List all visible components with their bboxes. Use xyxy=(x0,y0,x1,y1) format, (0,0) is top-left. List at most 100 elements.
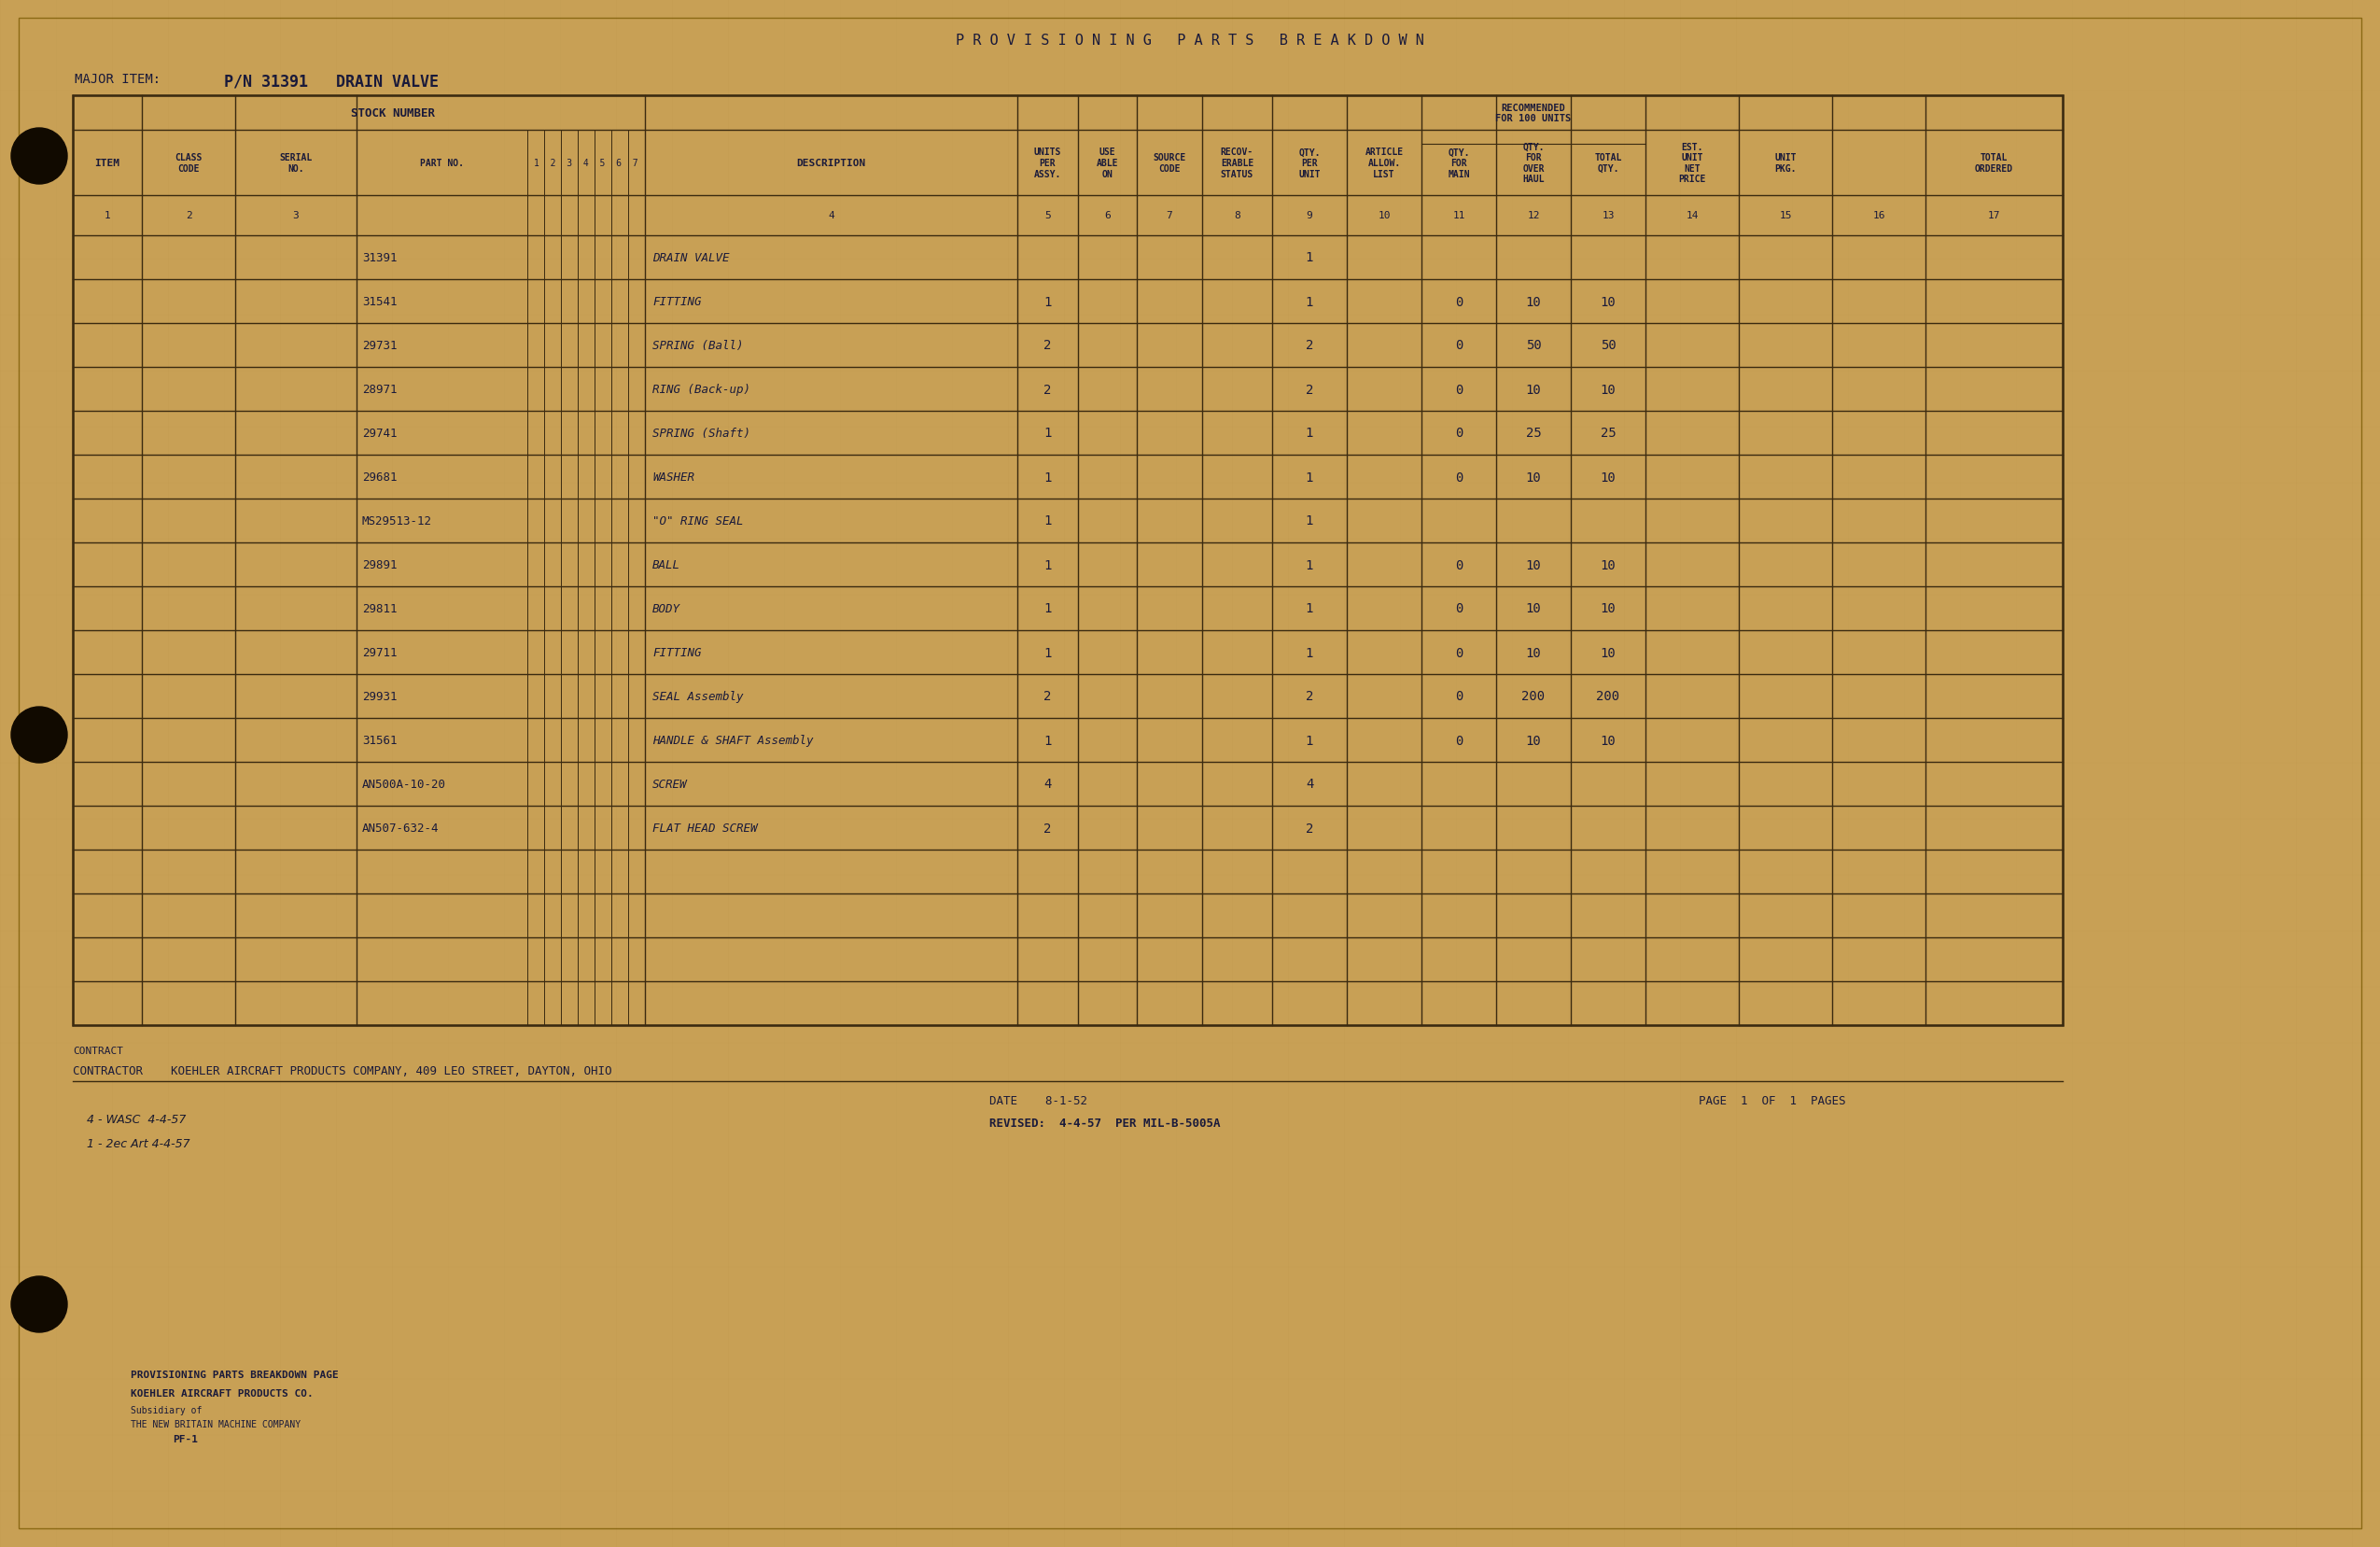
Text: 2: 2 xyxy=(1045,690,1052,702)
Text: 0: 0 xyxy=(1454,384,1464,396)
Text: AN500A-10-20: AN500A-10-20 xyxy=(362,778,445,791)
Text: 1 - 2ec Art 4-4-57: 1 - 2ec Art 4-4-57 xyxy=(86,1137,190,1149)
Text: FITTING: FITTING xyxy=(652,295,702,308)
Text: BALL: BALL xyxy=(652,558,681,571)
Text: BODY: BODY xyxy=(652,603,681,614)
Text: 1: 1 xyxy=(1307,427,1314,439)
Text: 31391: 31391 xyxy=(362,252,397,265)
Text: CONTRACTOR    KOEHLER AIRCRAFT PRODUCTS COMPANY, 409 LEO STREET, DAYTON, OHIO: CONTRACTOR KOEHLER AIRCRAFT PRODUCTS COM… xyxy=(74,1064,612,1077)
Text: 13: 13 xyxy=(1602,212,1614,221)
Text: 2: 2 xyxy=(1045,339,1052,353)
Text: 16: 16 xyxy=(1873,212,1885,221)
Text: MS29513-12: MS29513-12 xyxy=(362,515,433,528)
Bar xyxy=(74,96,2063,1026)
Text: PART NO.: PART NO. xyxy=(419,159,464,169)
Text: 10: 10 xyxy=(1599,733,1616,747)
Text: 50: 50 xyxy=(1526,339,1542,353)
Text: 2: 2 xyxy=(1307,384,1314,396)
Text: PF-1: PF-1 xyxy=(174,1434,198,1443)
Text: 1  2  3  4  5  6  7: 1 2 3 4 5 6 7 xyxy=(533,159,638,169)
Text: PAGE  1  OF  1  PAGES: PAGE 1 OF 1 PAGES xyxy=(1699,1094,1844,1106)
Text: 1: 1 xyxy=(1045,647,1052,659)
Text: 25: 25 xyxy=(1526,427,1542,439)
Text: SPRING (Ball): SPRING (Ball) xyxy=(652,340,743,351)
Circle shape xyxy=(12,707,67,763)
Text: 1: 1 xyxy=(1045,733,1052,747)
Text: 10: 10 xyxy=(1526,295,1542,308)
Text: 10: 10 xyxy=(1526,558,1542,571)
Text: MAJOR ITEM:: MAJOR ITEM: xyxy=(74,73,159,85)
Text: 31541: 31541 xyxy=(362,295,397,308)
Text: 0: 0 xyxy=(1454,295,1464,308)
Text: SCREW: SCREW xyxy=(652,778,688,791)
Text: 12: 12 xyxy=(1528,212,1540,221)
Text: PROVISIONING PARTS BREAKDOWN PAGE: PROVISIONING PARTS BREAKDOWN PAGE xyxy=(131,1369,338,1378)
Text: UNITS
PER
ASSY.: UNITS PER ASSY. xyxy=(1033,149,1061,179)
Text: 10: 10 xyxy=(1526,384,1542,396)
Text: 1: 1 xyxy=(1307,470,1314,484)
Text: KOEHLER AIRCRAFT PRODUCTS CO.: KOEHLER AIRCRAFT PRODUCTS CO. xyxy=(131,1388,314,1397)
Text: P R O V I S I O N I N G   P A R T S   B R E A K D O W N: P R O V I S I O N I N G P A R T S B R E … xyxy=(957,34,1423,48)
Text: 3: 3 xyxy=(293,212,300,221)
Text: SEAL Assembly: SEAL Assembly xyxy=(652,690,743,702)
Text: 29741: 29741 xyxy=(362,427,397,439)
Text: 10: 10 xyxy=(1526,733,1542,747)
Text: 4: 4 xyxy=(1307,778,1314,791)
Circle shape xyxy=(12,1276,67,1332)
Text: 10: 10 xyxy=(1526,602,1542,616)
Text: EST.
UNIT
NET
PRICE: EST. UNIT NET PRICE xyxy=(1678,142,1706,184)
Text: SOURCE
CODE: SOURCE CODE xyxy=(1152,153,1185,173)
Text: 1: 1 xyxy=(1045,295,1052,308)
Text: SERIAL
NO.: SERIAL NO. xyxy=(278,153,312,173)
Text: QTY.
FOR
MAIN: QTY. FOR MAIN xyxy=(1447,149,1471,179)
Text: P/N 31391   DRAIN VALVE: P/N 31391 DRAIN VALVE xyxy=(224,73,438,90)
Text: 28971: 28971 xyxy=(362,384,397,396)
Text: 1: 1 xyxy=(1307,733,1314,747)
Text: ITEM: ITEM xyxy=(95,159,119,169)
Text: CONTRACT: CONTRACT xyxy=(74,1046,124,1055)
Text: 10: 10 xyxy=(1526,647,1542,659)
Circle shape xyxy=(12,128,67,184)
Text: CLASS
CODE: CLASS CODE xyxy=(174,153,202,173)
Text: 15: 15 xyxy=(1780,212,1792,221)
Text: 0: 0 xyxy=(1454,690,1464,702)
Text: 1: 1 xyxy=(1045,515,1052,528)
Text: 50: 50 xyxy=(1599,339,1616,353)
Text: 2: 2 xyxy=(1307,690,1314,702)
Text: 1: 1 xyxy=(1045,470,1052,484)
Text: DESCRIPTION: DESCRIPTION xyxy=(797,159,866,169)
Text: 1: 1 xyxy=(1307,602,1314,616)
Text: ARTICLE
ALLOW.
LIST: ARTICLE ALLOW. LIST xyxy=(1366,149,1404,179)
Text: SPRING (Shaft): SPRING (Shaft) xyxy=(652,427,750,439)
Text: Subsidiary of: Subsidiary of xyxy=(131,1405,202,1414)
Text: 1: 1 xyxy=(1307,252,1314,265)
Text: 2: 2 xyxy=(186,212,193,221)
Text: 29891: 29891 xyxy=(362,558,397,571)
Text: 1: 1 xyxy=(1045,602,1052,616)
Text: 10: 10 xyxy=(1599,647,1616,659)
Text: UNIT
PKG.: UNIT PKG. xyxy=(1775,153,1797,173)
Text: 10: 10 xyxy=(1378,212,1390,221)
Text: 10: 10 xyxy=(1599,295,1616,308)
Text: 2: 2 xyxy=(1307,821,1314,835)
Text: USE
ABLE
ON: USE ABLE ON xyxy=(1097,149,1119,179)
Text: 4: 4 xyxy=(828,212,835,221)
Text: DRAIN VALVE: DRAIN VALVE xyxy=(652,252,728,265)
Text: 0: 0 xyxy=(1454,558,1464,571)
Text: 8: 8 xyxy=(1233,212,1240,221)
Text: FITTING: FITTING xyxy=(652,647,702,659)
Text: 6: 6 xyxy=(1104,212,1111,221)
Text: RECOV-
ERABLE
STATUS: RECOV- ERABLE STATUS xyxy=(1221,149,1254,179)
Text: 29711: 29711 xyxy=(362,647,397,659)
Text: 14: 14 xyxy=(1685,212,1699,221)
Text: 29681: 29681 xyxy=(362,472,397,483)
Text: DATE    8-1-52: DATE 8-1-52 xyxy=(990,1094,1088,1106)
Text: 10: 10 xyxy=(1599,602,1616,616)
Text: 1: 1 xyxy=(1307,647,1314,659)
Text: 5: 5 xyxy=(1045,212,1052,221)
Text: 29811: 29811 xyxy=(362,603,397,614)
Text: 2: 2 xyxy=(1045,384,1052,396)
Text: 0: 0 xyxy=(1454,647,1464,659)
Text: WASHER: WASHER xyxy=(652,472,695,483)
Text: 10: 10 xyxy=(1599,384,1616,396)
